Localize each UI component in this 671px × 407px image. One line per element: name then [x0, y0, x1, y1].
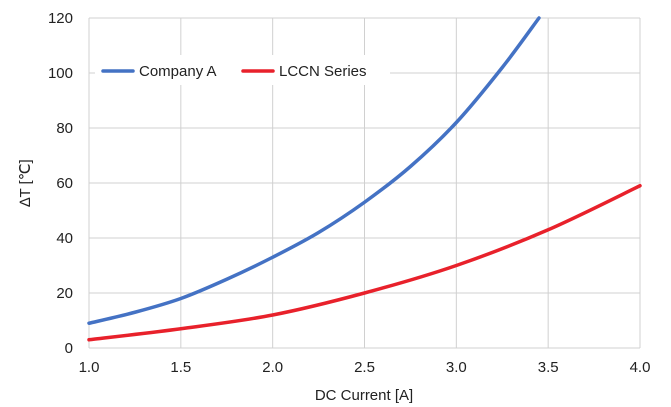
y-tick-label: 60	[56, 175, 73, 192]
x-axis-title: DC Current [A]	[315, 387, 413, 404]
x-tick-label: 4.0	[630, 359, 651, 376]
x-tick-label: 3.0	[446, 359, 467, 376]
y-tick-label: 0	[65, 340, 73, 357]
legend: Company A LCCN Series	[95, 55, 390, 85]
y-tick-labels: 0 20 40 60 80 100 120	[48, 10, 73, 357]
x-tick-label: 3.5	[538, 359, 559, 376]
legend-label-lccn-series: LCCN Series	[279, 63, 367, 80]
legend-label-company-a: Company A	[139, 63, 217, 80]
series-line-company-a	[87, 16, 541, 325]
y-axis-title: ∆T [℃]	[17, 159, 34, 206]
x-tick-labels: 1.0 1.5 2.0 2.5 3.0 3.5 4.0	[79, 359, 651, 376]
y-tick-label: 40	[56, 230, 73, 247]
y-tick-label: 80	[56, 120, 73, 137]
series-layer	[87, 16, 642, 342]
x-tick-label: 2.0	[262, 359, 283, 376]
y-tick-label: 120	[48, 10, 73, 27]
series-line-lccn-series	[87, 184, 642, 342]
y-tick-label: 100	[48, 65, 73, 82]
x-tick-label: 2.5	[354, 359, 375, 376]
x-tick-label: 1.0	[79, 359, 100, 376]
y-tick-label: 20	[56, 285, 73, 302]
x-tick-label: 1.5	[170, 359, 191, 376]
